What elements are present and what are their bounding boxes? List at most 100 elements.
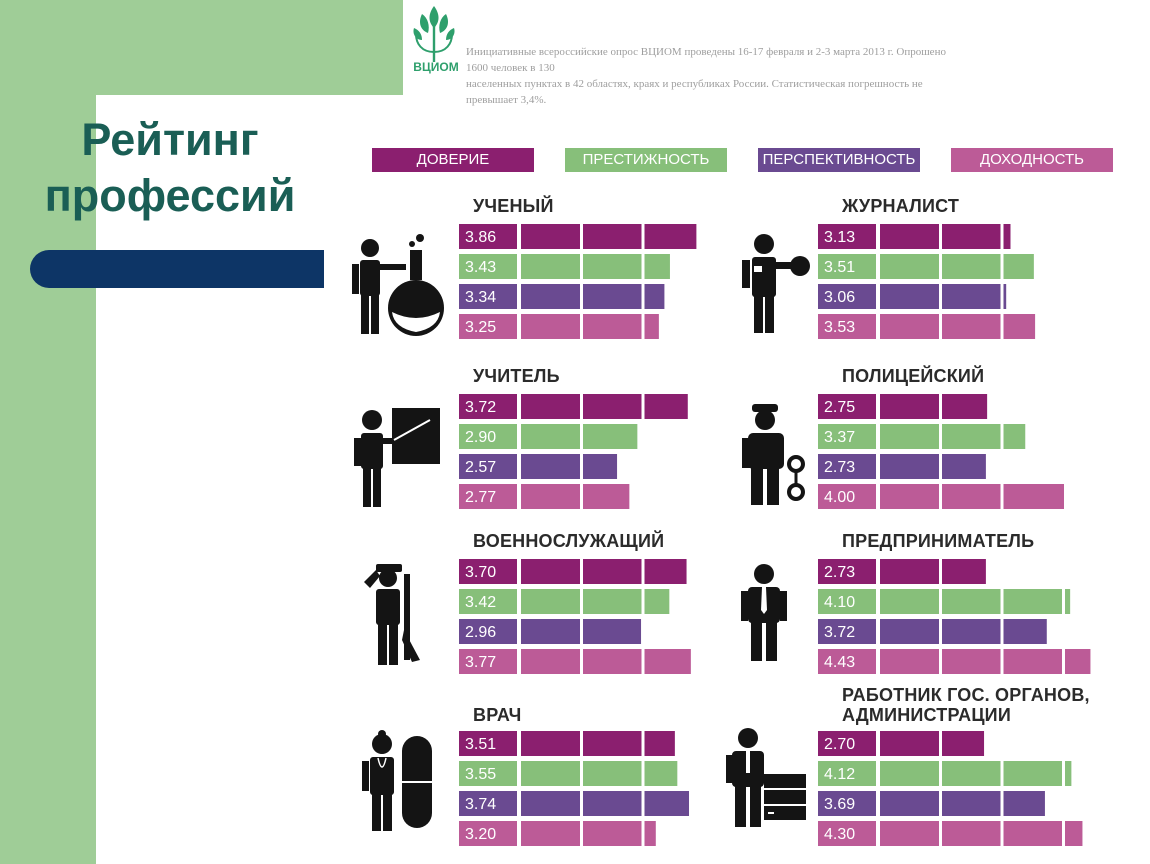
soldier-rifle-icon xyxy=(364,564,420,665)
bar-segment-divider xyxy=(939,424,942,449)
bar-segment-divider xyxy=(939,484,942,509)
bar-segment-divider xyxy=(1000,314,1004,339)
bar-value-label: 4.43 xyxy=(824,654,855,671)
bar-segment-divider xyxy=(939,454,942,479)
bar-segment-divider xyxy=(641,649,645,674)
bar-segment-divider xyxy=(580,731,583,756)
bar-segment-divider xyxy=(580,619,583,644)
bar-value-label: 3.72 xyxy=(824,624,855,641)
bar-prestige xyxy=(521,424,638,449)
official-documents-icon xyxy=(726,728,806,827)
bar-value-label: 3.72 xyxy=(465,399,496,416)
bar-income xyxy=(521,484,630,509)
bar-segment-divider xyxy=(641,559,645,584)
bar-segment-divider xyxy=(1062,649,1065,674)
bar-segment-divider xyxy=(580,224,583,249)
legend-prospects: ПЕРСПЕКТИВНОСТЬ xyxy=(758,148,920,172)
value-label-box xyxy=(459,731,517,756)
bar-value-label: 3.74 xyxy=(465,796,496,813)
value-label-box xyxy=(818,589,876,614)
bar-segment-divider xyxy=(939,224,942,249)
bar-segment-divider xyxy=(641,589,645,614)
bar-income xyxy=(521,821,656,846)
bar-segment-divider xyxy=(939,619,942,644)
bar-prestige xyxy=(521,589,670,614)
bar-prestige xyxy=(521,761,678,786)
legend-income: ДОХОДНОСТЬ xyxy=(951,148,1113,172)
value-label-box xyxy=(818,761,876,786)
bar-trust xyxy=(521,394,688,419)
value-label-box xyxy=(818,284,876,309)
bar-segment-divider xyxy=(641,314,645,339)
value-label-box xyxy=(818,254,876,279)
bar-value-label: 3.34 xyxy=(465,289,496,306)
value-label-box xyxy=(459,284,517,309)
bar-value-label: 3.13 xyxy=(824,229,855,246)
bar-segment-divider xyxy=(939,314,942,339)
bar-segment-divider xyxy=(939,559,942,584)
bar-segment-divider xyxy=(1000,589,1004,614)
value-label-box xyxy=(818,791,876,816)
bar-income xyxy=(521,649,691,674)
bar-prospects xyxy=(880,454,986,479)
bar-value-label: 3.55 xyxy=(465,766,496,783)
legend-prestige: ПРЕСТИЖНОСТЬ xyxy=(565,148,727,172)
value-label-box xyxy=(459,821,517,846)
value-label-box xyxy=(818,424,876,449)
scientist-flask-icon xyxy=(352,234,444,336)
value-label-box xyxy=(818,484,876,509)
bar-segment-divider xyxy=(939,821,942,846)
bar-segment-divider xyxy=(939,394,942,419)
bar-value-label: 2.96 xyxy=(465,624,496,641)
bar-segment-divider xyxy=(641,284,645,309)
profession-name-journalist: ЖУРНАЛИСТ xyxy=(842,196,960,216)
value-label-box xyxy=(818,454,876,479)
bar-segment-divider xyxy=(580,314,583,339)
legend-trust: ДОВЕРИЕ xyxy=(372,148,534,172)
bar-segment-divider xyxy=(939,589,942,614)
bar-value-label: 3.42 xyxy=(465,594,496,611)
bar-segment-divider xyxy=(641,821,645,846)
bar-prestige xyxy=(880,254,1034,279)
bar-value-label: 3.86 xyxy=(465,229,496,246)
value-label-box xyxy=(818,731,876,756)
value-label-box xyxy=(459,314,517,339)
logo-text: ВЦИОМ xyxy=(413,60,459,74)
bar-segment-divider xyxy=(580,484,583,509)
title-line-2: профессий xyxy=(44,170,296,221)
bar-segment-divider xyxy=(939,731,942,756)
top-green-band xyxy=(96,0,403,95)
navy-accent-bar xyxy=(30,250,324,288)
bar-value-label: 4.30 xyxy=(824,826,855,843)
bar-segment-divider xyxy=(939,761,942,786)
bar-segment-divider xyxy=(939,791,942,816)
bar-trust xyxy=(521,559,687,584)
bar-prestige xyxy=(880,589,1071,614)
bar-value-label: 2.90 xyxy=(465,429,496,446)
bar-segment-divider xyxy=(1000,224,1004,249)
bar-segment-divider xyxy=(1000,284,1004,309)
bar-segment-divider xyxy=(580,284,583,309)
value-label-box xyxy=(459,224,517,249)
value-label-box xyxy=(459,559,517,584)
bar-value-label: 2.73 xyxy=(824,459,855,476)
bar-segment-divider xyxy=(939,649,942,674)
bar-segment-divider xyxy=(580,821,583,846)
bar-value-label: 3.37 xyxy=(824,429,855,446)
profession-name-official: РАБОТНИК ГОС. ОРГАНОВ, АДМИНИСТРАЦИИ xyxy=(842,685,1090,725)
bar-trust xyxy=(880,731,985,756)
source-line-2: населенных пунктах в 42 областях, краях … xyxy=(466,78,923,106)
bar-value-label: 2.75 xyxy=(824,399,855,416)
profession-name-doctor: ВРАЧ xyxy=(473,705,522,725)
bar-prospects xyxy=(880,791,1045,816)
bar-segment-divider xyxy=(641,731,645,756)
vciom-logo-icon xyxy=(413,6,455,62)
bar-trust xyxy=(521,731,675,756)
bar-value-label: 4.10 xyxy=(824,594,855,611)
profession-name-police: ПОЛИЦЕЙСКИЙ xyxy=(842,366,985,386)
bar-prospects xyxy=(521,284,665,309)
bar-segment-divider xyxy=(641,254,645,279)
bar-segment-divider xyxy=(1000,761,1004,786)
value-label-box xyxy=(459,394,517,419)
